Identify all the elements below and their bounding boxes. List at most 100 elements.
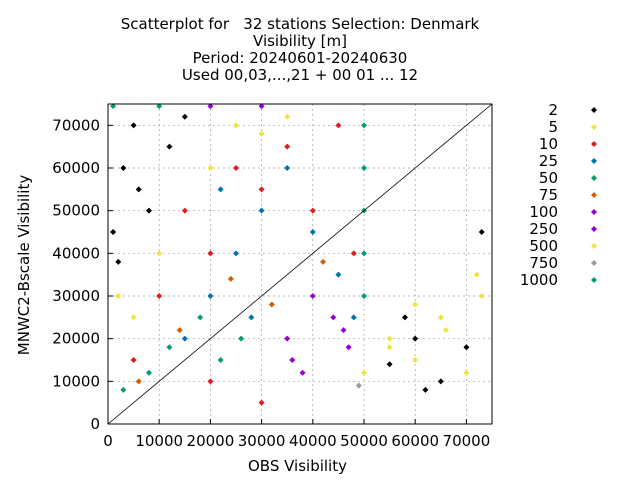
chart-title-line-3: Period: 20240601-20240630 <box>192 49 408 67</box>
diagonal-line <box>107 103 493 425</box>
data-point-series-50 <box>166 344 173 351</box>
data-point-series-1000 <box>361 293 367 299</box>
legend-label-10: 10 <box>539 135 558 153</box>
data-point-series-5 <box>463 369 470 376</box>
legend-marker-750 <box>591 260 597 266</box>
data-point-series-50 <box>120 386 127 393</box>
data-point-series-10 <box>156 293 163 299</box>
data-point-series-25 <box>258 207 265 214</box>
legend-label-2: 2 <box>548 101 558 119</box>
x-tick-label: 40000 <box>289 432 337 450</box>
data-point-series-25 <box>335 271 342 278</box>
legend-marker-25 <box>591 158 597 164</box>
data-point-series-5 <box>130 314 137 321</box>
data-point-series-50 <box>197 314 204 321</box>
y-tick-label: 20000 <box>52 330 100 348</box>
legend-marker-2 <box>591 107 597 113</box>
data-point-series-10 <box>335 122 342 129</box>
data-point-series-25 <box>181 335 188 342</box>
legend-label-250: 250 <box>529 220 558 238</box>
data-point-series-100 <box>284 335 291 342</box>
data-point-series-2 <box>437 378 444 385</box>
y-tick-label: 40000 <box>52 244 100 262</box>
data-point-series-750 <box>355 382 362 389</box>
data-points <box>110 103 485 406</box>
legend-marker-5 <box>591 124 597 130</box>
data-point-series-2 <box>135 186 142 193</box>
data-point-series-2 <box>120 165 127 171</box>
x-tick-label: 70000 <box>443 432 491 450</box>
legend-marker-50 <box>591 175 597 181</box>
data-point-series-5 <box>412 357 419 363</box>
data-point-series-2 <box>401 314 408 321</box>
y-tick-label: 0 <box>90 415 100 433</box>
data-point-series-75 <box>135 378 142 385</box>
chart-title-line-4: Used 00,03,...,21 + 00 01 ... 12 <box>181 66 419 84</box>
legend-label-100: 100 <box>529 203 558 221</box>
y-tick-label: 50000 <box>52 202 100 220</box>
legend-marker-10 <box>591 141 597 147</box>
data-point-series-25 <box>217 186 224 193</box>
legend-label-75: 75 <box>539 186 558 204</box>
data-point-series-5 <box>478 293 485 299</box>
data-point-series-2 <box>115 258 122 265</box>
x-tick-label: 10000 <box>135 432 183 450</box>
data-point-series-2 <box>181 113 188 120</box>
data-point-series-75 <box>320 258 327 265</box>
data-point-series-50 <box>145 369 152 376</box>
data-point-series-50 <box>217 357 224 363</box>
x-tick-label: 30000 <box>238 432 286 450</box>
legend-marker-75 <box>591 192 597 198</box>
data-point-series-2 <box>478 229 485 235</box>
data-point-series-100 <box>258 103 265 110</box>
data-point-series-75 <box>176 327 183 334</box>
legend-label-500: 500 <box>529 237 558 255</box>
axis-ticks: 0 10000 20000 30000 40000 50000 60000 700000100… <box>52 116 490 450</box>
data-point-series-50 <box>238 335 245 342</box>
y-tick-label: 10000 <box>52 372 100 390</box>
legend-marker-100 <box>591 209 597 215</box>
data-point-series-100 <box>299 369 306 376</box>
data-point-series-5 <box>115 293 122 299</box>
x-tick-label: 20000 <box>187 432 235 450</box>
data-point-series-10 <box>207 250 214 257</box>
data-point-series-5 <box>207 165 214 171</box>
data-point-series-100 <box>207 103 214 110</box>
data-point-series-10 <box>258 186 265 193</box>
data-point-series-500 <box>473 271 480 278</box>
data-point-series-2 <box>166 143 173 150</box>
chart-title-line-2: Visibility [m] <box>253 32 347 50</box>
legend-label-50: 50 <box>539 169 558 187</box>
y-axis-label: MNWC2-Bscale Visibility <box>15 174 33 356</box>
data-point-series-500 <box>386 344 393 351</box>
data-point-series-25 <box>350 314 357 321</box>
data-point-series-25 <box>207 293 214 299</box>
x-tick-label: 50000 <box>340 432 388 450</box>
legend-marker-250 <box>591 226 597 232</box>
data-point-series-250 <box>289 357 296 363</box>
data-point-series-2 <box>412 335 419 342</box>
data-point-series-100 <box>345 344 352 351</box>
data-point-series-50 <box>361 165 367 171</box>
data-point-series-10 <box>233 165 239 171</box>
data-point-series-25 <box>233 250 239 257</box>
y-tick-label: 30000 <box>52 287 100 305</box>
legend-marker-1000 <box>591 277 597 283</box>
data-point-series-100 <box>309 293 316 299</box>
data-point-series-2 <box>463 344 470 351</box>
chart-title-line-1: Scatterplot for 32 stations Selection: D… <box>120 15 480 33</box>
data-point-series-25 <box>248 314 255 321</box>
data-point-series-500 <box>442 327 449 334</box>
data-point-series-5 <box>437 314 444 321</box>
data-point-series-10 <box>207 378 214 385</box>
grid <box>108 104 492 424</box>
data-point-series-5 <box>258 130 265 137</box>
data-point-series-1000 <box>361 122 367 129</box>
data-point-series-2 <box>110 229 117 235</box>
data-point-series-5 <box>233 122 239 129</box>
plot-frame <box>107 103 493 425</box>
data-point-series-5 <box>284 113 291 120</box>
data-point-series-50 <box>361 250 367 257</box>
legend-label-5: 5 <box>548 118 558 136</box>
